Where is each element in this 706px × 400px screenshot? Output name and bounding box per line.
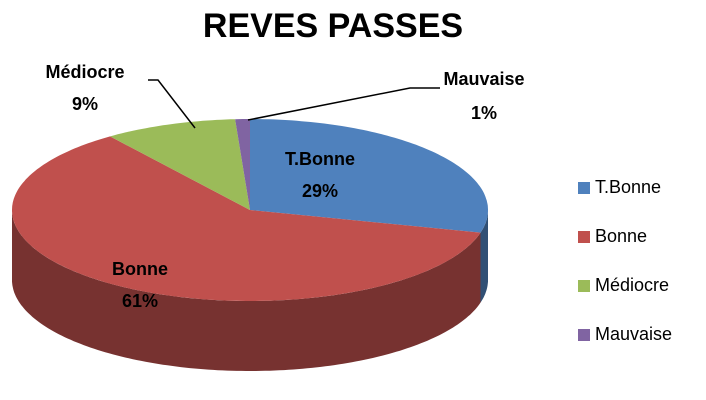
legend-swatch (578, 231, 590, 243)
legend-swatch (578, 280, 590, 292)
legend-label: Mauvaise (595, 324, 672, 344)
leader-line (148, 79, 196, 129)
pie-slice (235, 119, 250, 210)
chart-title: REVES PASSES (203, 7, 463, 45)
pie-slice (250, 119, 488, 233)
data-label-name: Bonne (112, 259, 168, 279)
data-label-name: Mauvaise (443, 69, 524, 89)
pie-slice (12, 136, 481, 301)
legend-swatch (578, 329, 590, 341)
legend-label: T.Bonne (595, 177, 661, 197)
pie-side (480, 210, 488, 303)
data-label-value: 61% (122, 291, 158, 311)
pie-side (12, 210, 481, 371)
data-label-name: Médiocre (45, 62, 124, 82)
data-label-value: 1% (471, 103, 497, 123)
data-label-value: 29% (302, 181, 338, 201)
data-label-name: T.Bonne (285, 149, 355, 169)
legend-label: Bonne (595, 226, 647, 246)
legend-swatch (578, 182, 590, 194)
data-label-value: 9% (72, 94, 98, 114)
leader-line (247, 87, 440, 121)
pie-slice (110, 119, 250, 210)
legend-label: Médiocre (595, 275, 669, 295)
